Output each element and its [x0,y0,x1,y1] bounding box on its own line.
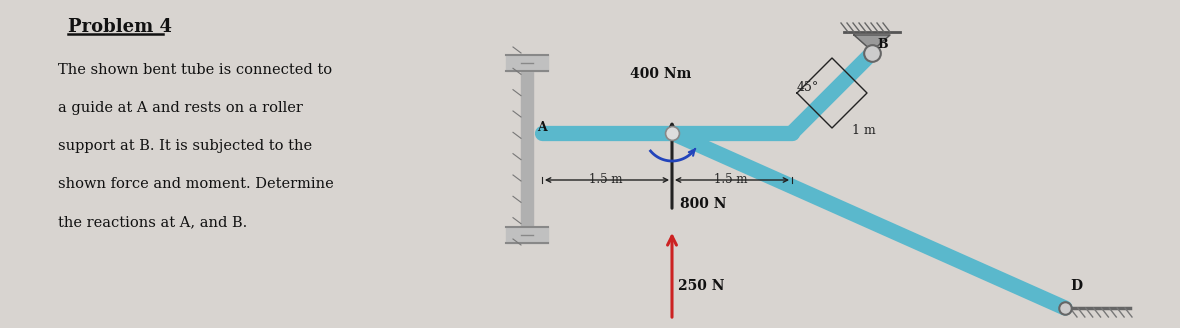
Polygon shape [854,35,890,51]
Text: 400 Nm: 400 Nm [630,67,691,81]
Text: 1.5 m: 1.5 m [714,173,747,186]
Text: 45°: 45° [796,81,819,94]
Text: A: A [537,121,546,134]
Bar [506,55,548,71]
Text: shown force and moment. Determine: shown force and moment. Determine [58,177,334,191]
Text: the reactions at A, and B.: the reactions at A, and B. [58,215,248,229]
Bar [506,227,548,243]
Text: 1.5 m: 1.5 m [589,173,623,186]
Text: a guide at A and rests on a roller: a guide at A and rests on a roller [58,101,303,115]
Text: Problem 4: Problem 4 [68,18,172,36]
Text: 1 m: 1 m [852,124,876,137]
Text: D: D [1070,279,1082,293]
Text: The shown bent tube is connected to: The shown bent tube is connected to [58,63,332,77]
Text: 250 N: 250 N [678,279,725,293]
Bar [522,63,533,235]
Text: support at B. It is subjected to the: support at B. It is subjected to the [58,139,313,153]
Text: B: B [877,38,887,51]
Text: 800 N: 800 N [680,197,727,211]
